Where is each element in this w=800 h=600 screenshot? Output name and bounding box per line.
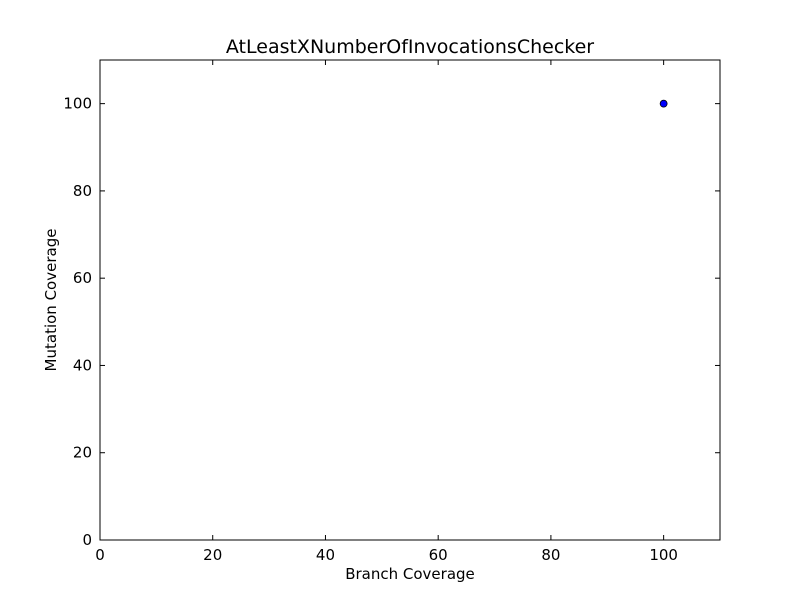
x-tick-label: 60 [429,546,448,564]
x-tick-label: 20 [203,546,222,564]
x-tick-label: 0 [95,546,105,564]
y-axis-label: Mutation Coverage [42,229,60,372]
chart-title: AtLeastXNumberOfInvocationsChecker [226,36,594,58]
x-axis-label: Branch Coverage [345,565,475,583]
y-tick-label: 80 [73,182,92,200]
y-tick-label: 40 [73,356,92,374]
x-tick-label: 100 [649,546,678,564]
data-point [659,99,668,108]
y-tick-label: 60 [73,269,92,287]
plot-frame [99,59,721,541]
y-tick-label: 100 [63,95,92,113]
x-tick-label: 80 [541,546,560,564]
y-tick-label: 0 [82,531,92,549]
plot-area [99,60,720,541]
y-tick-label: 20 [73,444,92,462]
x-tick-label: 40 [316,546,335,564]
